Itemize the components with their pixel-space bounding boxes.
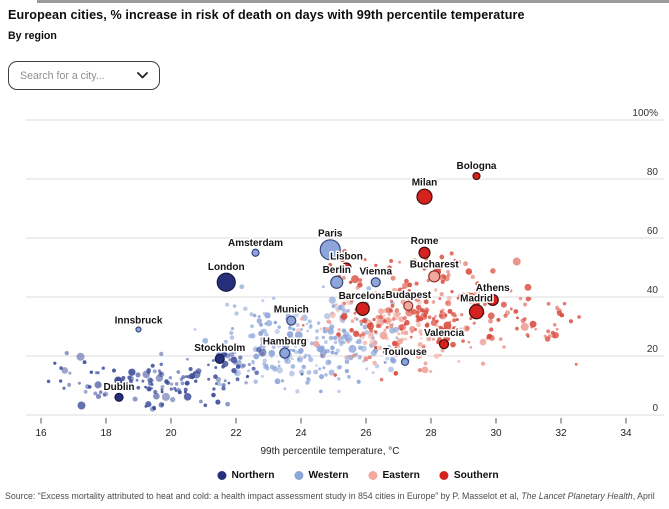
city-point-rome[interactable]	[418, 246, 431, 259]
city-point-budapest[interactable]	[403, 300, 414, 311]
legend-item-southern[interactable]: Southern	[439, 470, 499, 481]
eastern-dot-icon	[368, 471, 378, 480]
city-point-milan[interactable]	[416, 188, 433, 205]
chart-subtitle: By region	[8, 30, 57, 42]
city-point-amsterdam[interactable]	[251, 248, 260, 257]
city-label-barcelona: Barcelona	[339, 291, 388, 302]
city-label-valencia: Valencia	[424, 328, 464, 339]
city-label-rome: Rome	[411, 236, 439, 247]
city-point-vienna[interactable]	[370, 277, 381, 288]
background-points-western	[193, 284, 410, 394]
city-point-athens[interactable]	[486, 293, 499, 307]
city-point-barcelona[interactable]	[355, 301, 370, 316]
y-axis-tick-label: 20	[647, 344, 659, 355]
northern-dot-icon	[217, 471, 227, 480]
city-point-paris[interactable]	[319, 239, 341, 261]
x-axis-tick-label: 22	[230, 428, 242, 439]
chevron-down-icon	[137, 72, 148, 79]
southern-dot-icon	[439, 471, 449, 480]
page-title: European cities, % increase in risk of d…	[8, 8, 525, 22]
background-points-northern	[46, 343, 304, 412]
city-label-stockholm: Stockholm	[194, 343, 245, 354]
western-dot-icon	[294, 471, 304, 480]
city-label-bologna: Bologna	[457, 161, 497, 172]
x-axis-tick-label: 32	[555, 428, 567, 439]
x-axis-tick-label: 34	[620, 428, 632, 439]
city-search-dropdown[interactable]: Search for a city...	[8, 61, 160, 90]
city-point-valencia[interactable]	[438, 339, 450, 350]
x-axis-title: 99th percentile temperature, °C	[260, 446, 399, 457]
city-label-athens: Athens	[476, 283, 510, 294]
top-rule	[37, 0, 669, 3]
y-axis-tick-label: 0	[652, 403, 658, 414]
chart-legend: Northern Western Eastern Southern	[217, 470, 499, 481]
city-label-paris: Paris	[318, 228, 343, 239]
y-axis-tick-label: 60	[647, 226, 659, 237]
city-point-madrid[interactable]	[468, 304, 485, 320]
background-points-southern	[301, 241, 581, 382]
city-label-dublin: Dublin	[103, 382, 134, 393]
city-label-berlin: Berlin	[323, 265, 351, 276]
city-label-bucharest: Bucharest	[410, 259, 460, 270]
x-axis-tick-label: 30	[490, 428, 502, 439]
city-label-innsbruck: Innsbruck	[115, 315, 163, 326]
y-axis-tick-label: 80	[647, 167, 659, 178]
city-label-vienna: Vienna	[359, 266, 392, 277]
x-axis-tick-label: 26	[360, 428, 372, 439]
x-axis-tick-label: 28	[425, 428, 437, 439]
city-label-madrid: Madrid	[460, 293, 493, 304]
city-point-lisbon[interactable]	[341, 262, 352, 273]
search-placeholder: Search for a city...	[20, 69, 105, 82]
x-axis-tick-label: 24	[295, 428, 307, 439]
city-label-budapest: Budapest	[385, 290, 431, 301]
journal-name: The Lancet Planetary Health	[521, 491, 633, 501]
legend-item-western[interactable]: Western	[294, 470, 348, 481]
city-point-toulouse[interactable]	[400, 357, 410, 366]
x-axis-tick-label: 16	[35, 428, 47, 439]
x-axis-tick-label: 18	[100, 428, 112, 439]
city-point-london[interactable]	[216, 272, 236, 292]
legend-item-northern[interactable]: Northern	[217, 470, 274, 481]
city-point-munich[interactable]	[286, 315, 297, 326]
city-label-london: London	[208, 262, 245, 273]
source-line: Source: “Excess mortality attributed to …	[5, 491, 655, 501]
city-label-lisbon: Lisbon	[330, 252, 363, 263]
city-label-hamburg: Hamburg	[263, 337, 307, 348]
city-point-innsbruck[interactable]	[135, 326, 142, 333]
city-point-bucharest[interactable]	[428, 270, 441, 283]
y-axis-tick-label: 40	[647, 285, 659, 296]
city-point-dublin[interactable]	[114, 392, 124, 402]
legend-item-eastern[interactable]: Eastern	[368, 470, 420, 481]
city-label-munich: Munich	[274, 305, 309, 316]
x-axis-tick-label: 20	[165, 428, 177, 439]
city-label-amsterdam: Amsterdam	[228, 238, 283, 249]
city-label-toulouse: Toulouse	[383, 347, 427, 358]
city-point-berlin[interactable]	[330, 275, 344, 289]
y-axis-tick-label: 100%	[632, 108, 658, 119]
city-point-hamburg[interactable]	[279, 347, 291, 359]
city-point-stockholm[interactable]	[214, 353, 225, 365]
city-label-milan: Milan	[412, 178, 438, 189]
city-point-bologna[interactable]	[472, 171, 481, 181]
